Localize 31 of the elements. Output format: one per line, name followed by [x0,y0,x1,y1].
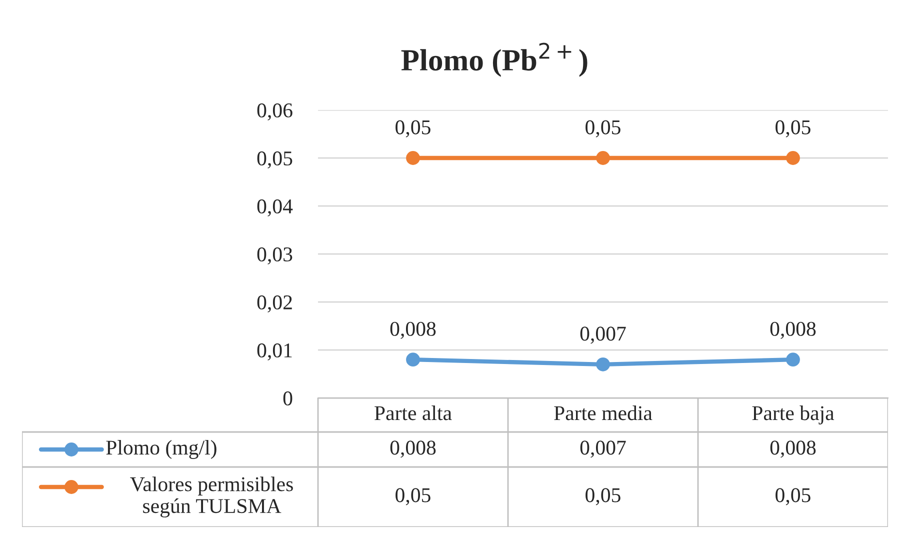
y-tick-label: 0,01 [257,343,292,360]
y-tick-label: 0,04 [257,199,293,216]
text: 0,008 [770,322,816,339]
y-tick-label: 0 [283,391,292,406]
x-tick-label: Parte alta [374,406,452,420]
point [596,357,610,372]
point [596,151,610,165]
text: 0,05 [586,120,620,138]
text: 0,05 [776,120,810,138]
text: 0,05 [396,120,430,138]
point [406,151,420,165]
point [786,151,800,165]
chart-title: Plomo (Pb$^{2+}$) [401,42,588,77]
point [406,352,420,367]
data-label: 0,05 [776,488,810,506]
x-tick-label: Parte baja [752,406,834,424]
data-label: 0,05 [396,488,430,506]
text: 0,008 [390,322,436,339]
y-tick-label: 0,06 [257,103,292,120]
y-tick-label: 0,03 [257,247,292,264]
point [786,352,800,367]
text: 0,007 [580,326,626,344]
data-label: 0,007 [580,440,626,458]
legend-label: Plomo (mg/l) [106,440,216,459]
data-label: 0,008 [390,440,436,458]
data-label: 0,05 [586,488,620,506]
legend-label: Valores permisibles según TULSMA [130,476,293,518]
y-tick-label: 0,02 [257,295,292,312]
y-tick-label: 0,05 [257,151,292,168]
data-label: 0,008 [770,440,816,458]
x-tick-label: Parte media [554,406,652,420]
